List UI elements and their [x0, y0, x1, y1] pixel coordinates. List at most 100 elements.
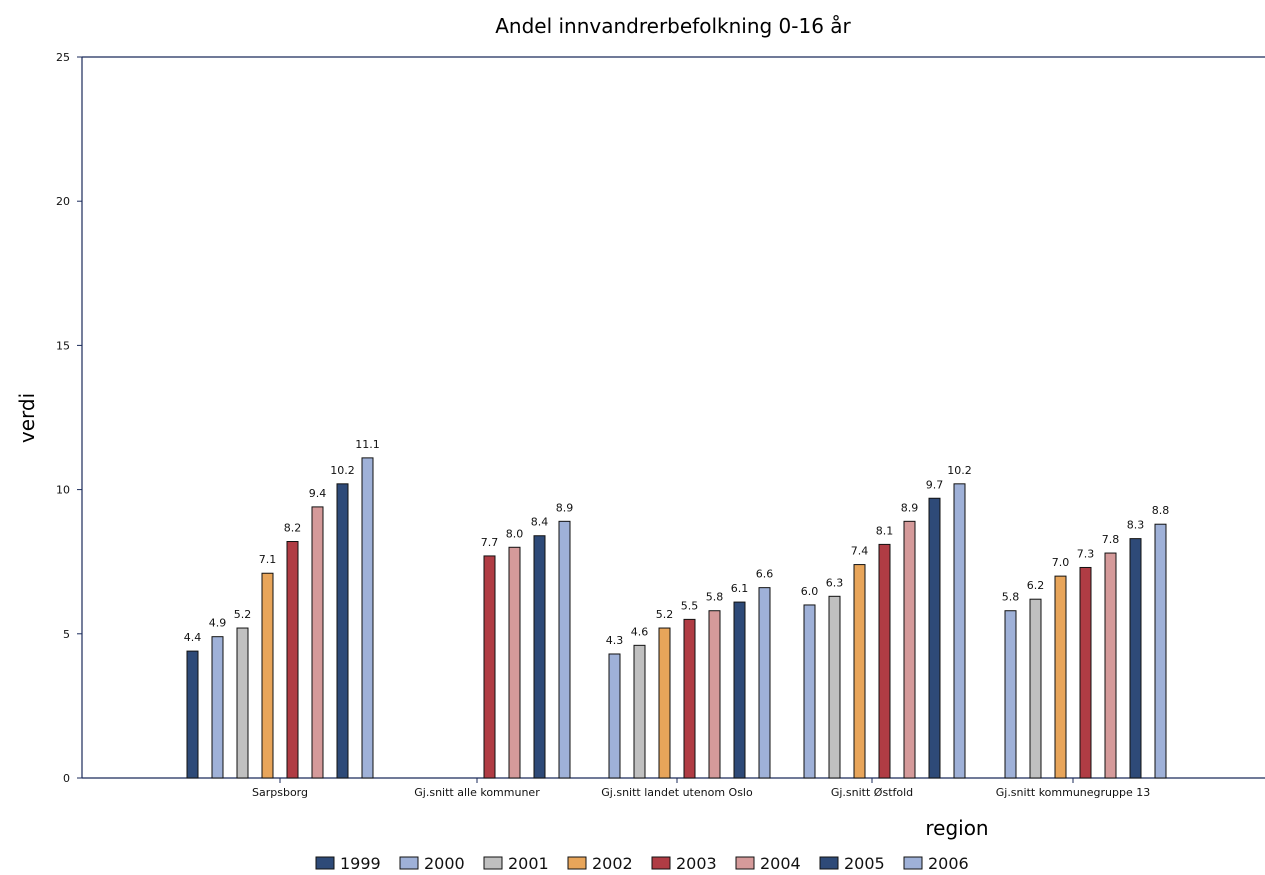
bar-2006	[953, 483, 966, 779]
x-category-label: Gj.snitt Østfold	[831, 786, 913, 799]
y-tick-label: 0	[63, 772, 70, 785]
y-tick-label: 10	[56, 484, 70, 497]
data-label: 10.2	[330, 464, 355, 477]
legend-label: 2003	[676, 854, 717, 873]
data-label: 4.6	[631, 625, 649, 638]
bar-2006	[1154, 523, 1167, 779]
bar-2005	[1129, 538, 1142, 779]
data-label: 7.7	[481, 536, 499, 549]
bar-2006	[758, 587, 771, 779]
data-label: 5.2	[234, 608, 252, 621]
data-label: 5.8	[1002, 591, 1020, 604]
data-label: 9.4	[309, 487, 327, 500]
bar-2004	[311, 506, 324, 779]
bar-2004	[903, 520, 916, 779]
x-category-label: Gj.snitt alle kommuner	[414, 786, 540, 799]
legend-label: 2001	[508, 854, 549, 873]
bar-1999	[186, 650, 199, 779]
bar-2000	[1004, 610, 1017, 779]
data-label: 8.3	[1127, 519, 1145, 532]
legend-swatch-2004	[735, 856, 755, 870]
bar-2001	[236, 627, 249, 779]
data-label: 9.7	[926, 478, 944, 491]
bar-2000	[211, 636, 224, 779]
x-category-label: Gj.snitt landet utenom Oslo	[601, 786, 753, 799]
data-label: 4.4	[184, 631, 202, 644]
bar-2003	[1079, 566, 1092, 779]
data-label: 11.1	[355, 438, 380, 451]
data-label: 5.8	[706, 591, 724, 604]
y-tick-label: 20	[56, 195, 70, 208]
bar-2003	[483, 555, 496, 779]
data-label: 8.9	[556, 501, 574, 514]
legend: 1999 2000 2001 2002 2003 2004 2005 2006	[315, 854, 969, 873]
bar-2002	[658, 627, 671, 779]
bar-2003	[878, 543, 891, 779]
data-label: 7.1	[259, 553, 277, 566]
data-label: 8.1	[876, 524, 894, 537]
bar-2004	[508, 546, 521, 779]
bar-2002	[853, 564, 866, 779]
legend-swatch-2002	[567, 856, 587, 870]
y-tick-label: 15	[56, 339, 70, 352]
x-axis-title: region	[925, 816, 988, 840]
legend-swatch-2000	[399, 856, 419, 870]
legend-label: 2002	[592, 854, 633, 873]
bar-2001	[633, 644, 646, 779]
bar-2005	[733, 601, 746, 779]
bar-2005	[336, 483, 349, 779]
data-label: 4.9	[209, 617, 227, 630]
legend-swatch-2006	[903, 856, 923, 870]
data-label: 7.3	[1077, 547, 1095, 560]
legend-swatch-2005	[819, 856, 839, 870]
legend-label: 2000	[424, 854, 465, 873]
x-axis: Sarpsborg Gj.snitt alle kommuner Gj.snitt …	[252, 778, 1150, 799]
legend-label: 2004	[760, 854, 801, 873]
bar-2004	[1104, 552, 1117, 779]
y-axis: 0 5 10 15 20 25	[56, 51, 82, 785]
legend-label: 2006	[928, 854, 969, 873]
bar-2000	[803, 604, 816, 779]
data-label: 8.4	[531, 516, 549, 529]
bar-2005	[533, 535, 546, 779]
data-label: 6.2	[1027, 579, 1045, 592]
bar-2006	[558, 520, 571, 779]
bar-2004	[708, 610, 721, 779]
y-tick-label: 25	[56, 51, 70, 64]
legend-swatch-2001	[483, 856, 503, 870]
bar-2001	[828, 595, 841, 779]
data-label: 6.6	[756, 568, 774, 581]
bar-2003	[683, 618, 696, 779]
y-axis-title: verdi	[15, 393, 39, 443]
data-label: 4.3	[606, 634, 624, 647]
legend-swatch-2003	[651, 856, 671, 870]
bar-2006	[361, 457, 374, 779]
data-label: 8.2	[284, 522, 302, 535]
data-label: 6.1	[731, 582, 749, 595]
data-label: 6.0	[801, 585, 819, 598]
x-category-label: Sarpsborg	[252, 786, 308, 799]
data-label: 8.9	[901, 501, 919, 514]
bar-2001	[1029, 598, 1042, 779]
bar-2002	[261, 572, 274, 779]
data-label: 5.2	[656, 608, 674, 621]
chart-title: Andel innvandrerbefolkning 0-16 år	[495, 14, 851, 38]
bars: 4.44.95.27.18.29.410.211.17.78.08.48.94.…	[184, 438, 1169, 779]
data-label: 5.5	[681, 599, 699, 612]
data-label: 7.8	[1102, 533, 1120, 546]
bar-2000	[608, 653, 621, 779]
data-label: 7.0	[1052, 556, 1070, 569]
plot-frame	[81, 56, 1265, 779]
x-category-label: Gj.snitt kommunegruppe 13	[996, 786, 1151, 799]
y-tick-label: 5	[63, 628, 70, 641]
bar-2005	[928, 497, 941, 779]
data-label: 10.2	[947, 464, 972, 477]
legend-swatch-1999	[315, 856, 335, 870]
data-label: 7.4	[851, 545, 869, 558]
bar-2002	[1054, 575, 1067, 779]
legend-label: 1999	[340, 854, 381, 873]
legend-label: 2005	[844, 854, 885, 873]
data-label: 6.3	[826, 576, 844, 589]
bar-2003	[286, 541, 299, 779]
